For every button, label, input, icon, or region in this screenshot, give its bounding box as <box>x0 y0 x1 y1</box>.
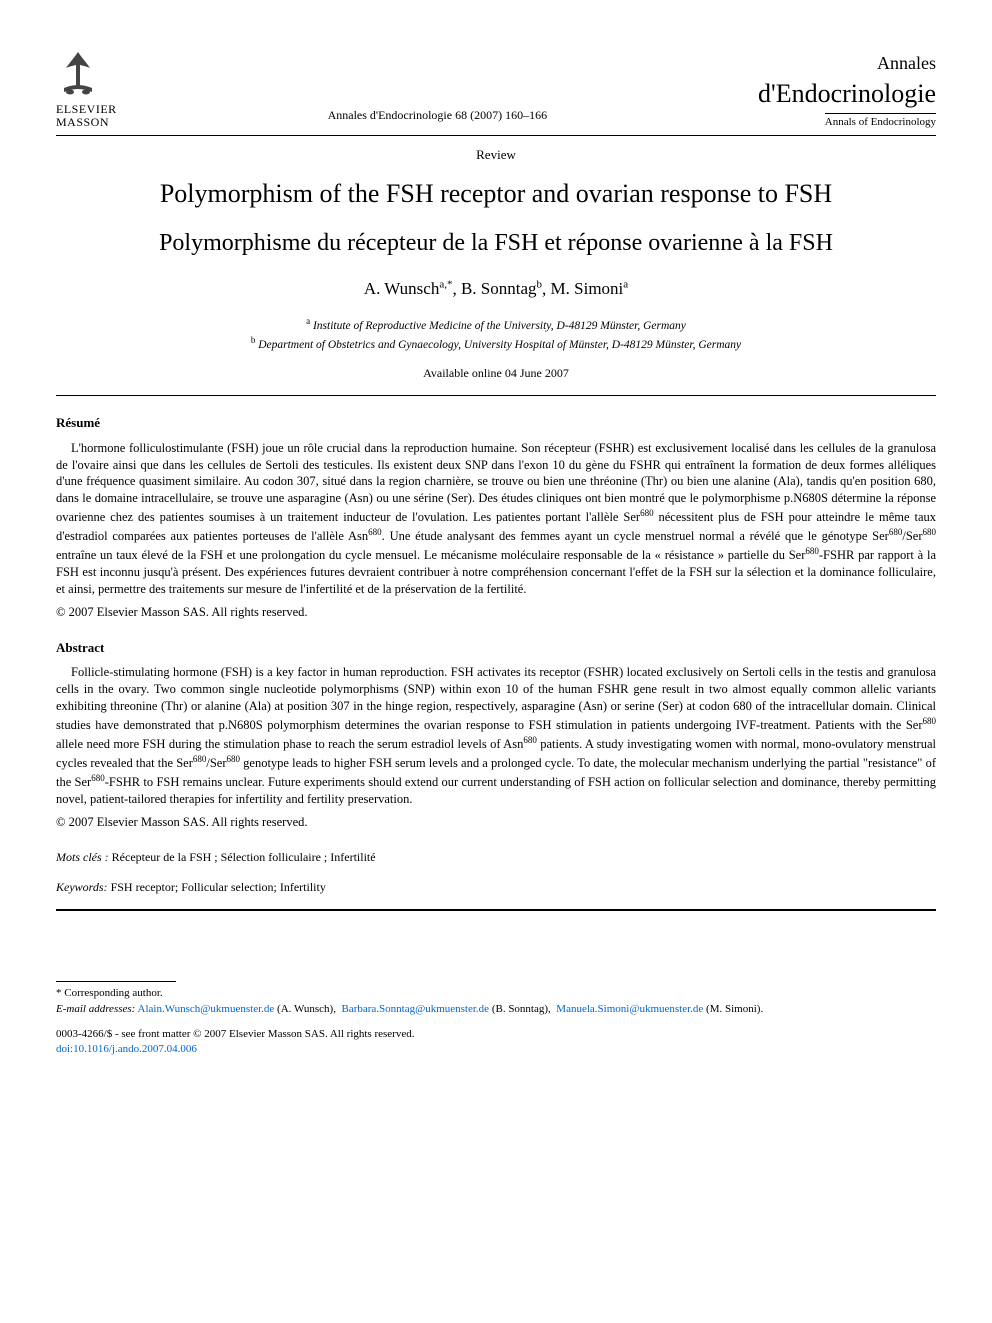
journal-line3: Annals of Endocrinology <box>825 113 936 130</box>
authors-line: A. Wunscha,*, B. Sonntagb, M. Simonia <box>56 278 936 302</box>
abstract-body: Follicle-stimulating hormone (FSH) is a … <box>56 664 936 808</box>
author-1: A. Wunscha,* <box>364 279 453 298</box>
resume-heading: Résumé <box>56 414 936 432</box>
resume-copyright: © 2007 Elsevier Masson SAS. All rights r… <box>56 604 936 621</box>
abstract-text-1: Follicle-stimulating hormone (FSH) is a … <box>56 665 936 732</box>
abstract-text-2: allele need more FSH during the stimulat… <box>56 737 523 751</box>
email-addresses-line: E-mail addresses: Alain.Wunsch@ukmuenste… <box>56 1002 936 1017</box>
publisher-logo: ELSEVIER MASSON <box>56 48 117 129</box>
header-rule <box>56 135 936 136</box>
keywords-text: FSH receptor; Follicular selection; Infe… <box>111 880 326 894</box>
affiliation-a-text: Institute of Reproductive Medicine of th… <box>313 320 686 332</box>
doi-link[interactable]: doi:10.1016/j.ando.2007.04.006 <box>56 1043 197 1055</box>
abstract-copyright: © 2007 Elsevier Masson SAS. All rights r… <box>56 814 936 831</box>
affiliation-a: a Institute of Reproductive Medicine of … <box>56 315 936 334</box>
abstract-sup-3: 680 <box>193 754 207 764</box>
abstract-sup-1: 680 <box>923 716 937 726</box>
author-1-affil: a,* <box>439 279 452 291</box>
resume-sup-5: 680 <box>805 546 819 556</box>
citation-center: Annales d'Endocrinologie 68 (2007) 160–1… <box>117 106 758 130</box>
footer-meta: 0003-4266/$ - see front matter © 2007 El… <box>56 1027 936 1057</box>
author-2: B. Sonntagb <box>461 279 542 298</box>
post-keywords-rule <box>56 909 936 911</box>
resume-sup-1: 680 <box>640 508 654 518</box>
email-who-3: (M. Simoni) <box>706 1003 760 1015</box>
issn-line: 0003-4266/$ - see front matter © 2007 El… <box>56 1027 936 1042</box>
resume-text-5: entraîne un taux élevé de la FSH et une … <box>56 548 805 562</box>
journal-line1: Annales <box>758 51 936 75</box>
affiliation-b-text: Department of Obstetrics and Gynaecology… <box>258 339 741 351</box>
resume-sup-4: 680 <box>923 527 937 537</box>
header-row: ELSEVIER MASSON Annales d'Endocrinologie… <box>56 48 936 129</box>
abstract-sup-2: 680 <box>523 735 537 745</box>
mots-cles-label: Mots clés : <box>56 850 109 864</box>
title-english: Polymorphism of the FSH receptor and ova… <box>56 176 936 211</box>
mots-cles-block: Mots clés : Récepteur de la FSH ; Sélect… <box>56 849 936 865</box>
resume-body: L'hormone folliculostimulante (FSH) joue… <box>56 440 936 598</box>
journal-title-box: Annales d'Endocrinologie Annals of Endoc… <box>758 51 936 129</box>
corresponding-author-note: * Corresponding author. <box>56 986 936 1001</box>
elsevier-tree-icon <box>56 48 100 98</box>
resume-text-4: /Ser <box>902 529 922 543</box>
publisher-name-2: MASSON <box>56 116 117 129</box>
abstract-sup-4: 680 <box>227 754 241 764</box>
abstract-heading: Abstract <box>56 639 936 657</box>
article-type: Review <box>56 146 936 164</box>
email-link-3[interactable]: Manuela.Simoni@ukmuenster.de <box>556 1003 703 1015</box>
footnote-rule <box>56 981 176 982</box>
abstract-sup-5: 680 <box>91 773 105 783</box>
mots-cles-text: Récepteur de la FSH ; Sélection follicul… <box>112 850 376 864</box>
author-2-affil: b <box>537 279 543 291</box>
citation-text: Annales d'Endocrinologie 68 (2007) 160–1… <box>328 108 547 122</box>
journal-line2: d'Endocrinologie <box>758 76 936 111</box>
available-online-date: Available online 04 June 2007 <box>56 365 936 381</box>
abstract-text-4: /Ser <box>206 756 226 770</box>
affiliations: a Institute of Reproductive Medicine of … <box>56 315 936 353</box>
footnotes: * Corresponding author. E-mail addresses… <box>56 981 936 1017</box>
abstract-text-6: -FSHR to FSH remains unclear. Future exp… <box>56 775 936 806</box>
email-who-1: (A. Wunsch) <box>277 1003 333 1015</box>
affiliation-b: b Department of Obstetrics and Gynaecolo… <box>56 334 936 353</box>
email-label: E-mail addresses: <box>56 1003 135 1015</box>
email-link-1[interactable]: Alain.Wunsch@ukmuenster.de <box>138 1003 275 1015</box>
email-link-2[interactable]: Barbara.Sonntag@ukmuenster.de <box>341 1003 489 1015</box>
keywords-block: Keywords: FSH receptor; Follicular selec… <box>56 879 936 895</box>
resume-sup-2: 680 <box>368 527 382 537</box>
author-3-affil: a <box>623 279 628 291</box>
resume-sup-3: 680 <box>889 527 903 537</box>
keywords-label: Keywords: <box>56 880 108 894</box>
resume-text-3: . Une étude analysant des femmes ayant u… <box>382 529 889 543</box>
author-3: M. Simonia <box>551 279 629 298</box>
title-french: Polymorphisme du récepteur de la FSH et … <box>56 227 936 259</box>
email-who-2: (B. Sonntag) <box>492 1003 548 1015</box>
pre-abstract-rule <box>56 395 936 396</box>
